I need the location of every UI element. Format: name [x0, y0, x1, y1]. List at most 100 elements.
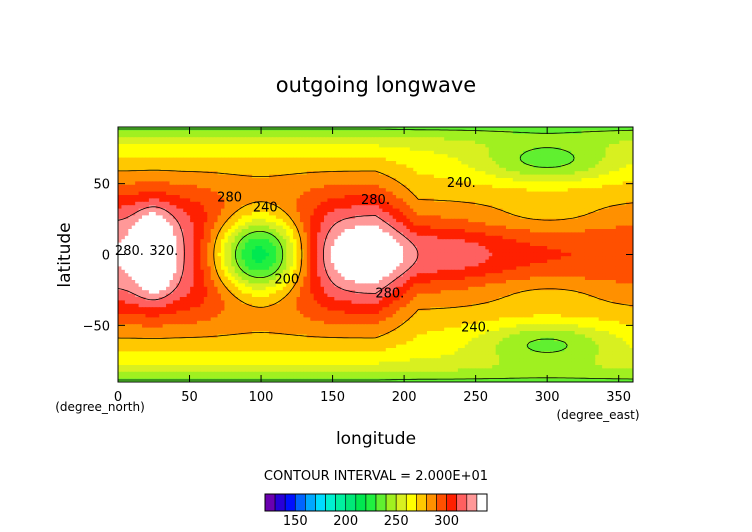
- field-cell: [396, 167, 401, 172]
- field-cell: [375, 140, 380, 145]
- field-cell: [296, 225, 301, 230]
- field-cell: [341, 157, 346, 162]
- field-cell: [231, 157, 236, 162]
- field-cell: [447, 140, 452, 145]
- field-cell: [495, 215, 500, 220]
- field-cell: [423, 235, 428, 240]
- field-cell: [512, 191, 517, 196]
- field-cell: [348, 225, 353, 230]
- field-cell: [409, 127, 414, 131]
- field-cell: [234, 161, 239, 165]
- field-cell: [595, 212, 600, 216]
- field-cell: [454, 150, 459, 155]
- field-cell: [214, 178, 219, 182]
- field-cell: [152, 184, 157, 189]
- field-cell: [526, 232, 531, 237]
- field-cell: [183, 178, 188, 182]
- field-cell: [409, 208, 414, 213]
- field-cell: [533, 147, 538, 152]
- field-cell: [598, 188, 603, 193]
- field-cell: [138, 140, 143, 145]
- field-cell: [176, 198, 181, 203]
- field-cell: [626, 167, 631, 172]
- field-cell: [447, 225, 452, 230]
- field-cell: [619, 212, 624, 216]
- field-cell: [231, 229, 236, 233]
- field-cell: [492, 191, 497, 196]
- field-cell: [190, 167, 195, 172]
- field-cell: [142, 222, 147, 227]
- field-cell: [361, 167, 366, 172]
- field-cell: [502, 147, 507, 152]
- field-cell: [227, 161, 232, 165]
- field-cell: [560, 191, 565, 196]
- field-cell: [598, 140, 603, 145]
- field-cell: [505, 144, 510, 148]
- field-cell: [602, 167, 607, 172]
- field-cell: [179, 133, 184, 138]
- field-cell: [306, 191, 311, 196]
- field-cell: [320, 198, 325, 203]
- field-cell: [622, 198, 627, 203]
- field-cell: [354, 181, 359, 186]
- field-cell: [221, 140, 226, 145]
- field-cell: [540, 171, 545, 176]
- field-cell: [451, 205, 456, 210]
- field-cell: [196, 208, 201, 213]
- field-cell: [378, 235, 383, 240]
- field-cell: [488, 191, 493, 196]
- field-cell: [348, 205, 353, 210]
- field-cell: [502, 140, 507, 145]
- field-cell: [341, 212, 346, 216]
- field-cell: [251, 130, 256, 135]
- field-cell: [595, 218, 600, 223]
- field-cell: [227, 188, 232, 193]
- field-cell: [148, 171, 153, 176]
- field-cell: [303, 174, 308, 179]
- field-cell: [540, 140, 545, 145]
- field-cell: [608, 232, 613, 237]
- field-cell: [399, 137, 404, 142]
- field-cell: [193, 150, 198, 155]
- field-cell: [543, 167, 548, 172]
- field-cell: [481, 133, 486, 138]
- field-cell: [193, 157, 198, 162]
- field-cell: [183, 133, 188, 138]
- field-cell: [516, 137, 521, 142]
- field-cell: [567, 225, 572, 230]
- field-cell: [533, 205, 538, 210]
- field-cell: [138, 164, 143, 169]
- field-cell: [190, 235, 195, 240]
- field-cell: [451, 191, 456, 196]
- field-cell: [241, 208, 246, 213]
- field-cell: [207, 205, 212, 210]
- field-cell: [502, 171, 507, 176]
- field-cell: [588, 157, 593, 162]
- field-cell: [423, 205, 428, 210]
- field-cell: [272, 130, 277, 135]
- field-cell: [176, 225, 181, 230]
- field-cell: [262, 195, 267, 199]
- field-cell: [567, 205, 572, 210]
- field-cell: [557, 157, 562, 162]
- field-cell: [142, 144, 147, 148]
- field-cell: [502, 229, 507, 233]
- field-cell: [505, 154, 510, 159]
- field-cell: [317, 218, 322, 223]
- field-cell: [499, 195, 504, 199]
- field-cell: [478, 144, 483, 148]
- field-cell: [361, 235, 366, 240]
- field-cell: [166, 212, 171, 216]
- field-cell: [176, 154, 181, 159]
- field-cell: [348, 181, 353, 186]
- field-cell: [224, 130, 229, 135]
- field-cell: [265, 218, 270, 223]
- field-cell: [124, 154, 129, 159]
- field-cell: [619, 208, 624, 213]
- field-cell: [320, 174, 325, 179]
- field-cell: [251, 133, 256, 138]
- field-cell: [196, 188, 201, 193]
- field-cell: [471, 208, 476, 213]
- field-cell: [409, 174, 414, 179]
- field-cell: [368, 144, 373, 148]
